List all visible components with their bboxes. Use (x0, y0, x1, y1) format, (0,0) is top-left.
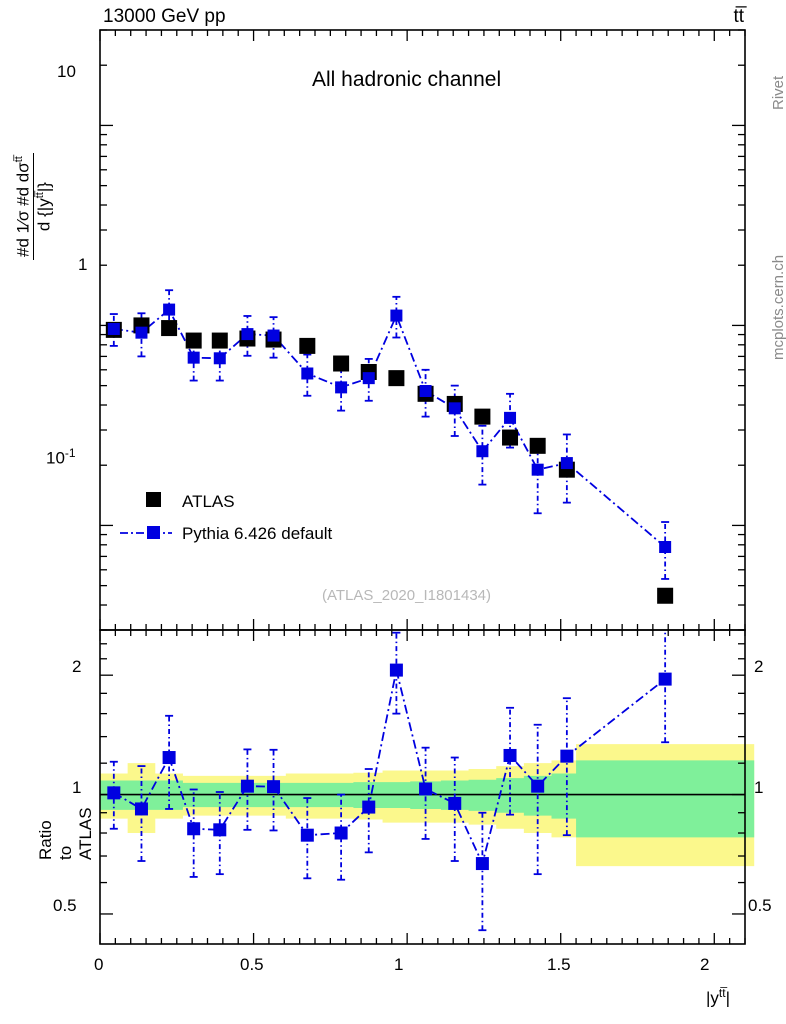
mc-marker-ratio (107, 786, 121, 800)
xtick-0p5: 0.5 (240, 955, 264, 974)
mc-marker-ratio (448, 796, 462, 810)
header-process-label: tt̅ (733, 6, 744, 27)
mc-marker-main (107, 322, 120, 335)
atlas-marker-main (333, 355, 350, 372)
mc-marker-main (531, 463, 544, 476)
atlas-marker-main (299, 337, 316, 354)
mc-marker-main (187, 351, 200, 364)
mc-marker-main (419, 385, 432, 398)
ratio-ytick-2-left: 2 (72, 657, 82, 676)
mc-marker-main (335, 381, 348, 394)
mc-marker-main (301, 367, 314, 380)
mc-marker-main (560, 457, 573, 470)
ratio-ytick-0p5-left: 0.5 (53, 896, 77, 915)
xtick-2: 2 (700, 955, 710, 974)
atlas-marker-main (502, 429, 519, 446)
mc-marker-main (390, 309, 403, 322)
mc-marker-ratio (300, 828, 314, 842)
xtick-1: 1 (394, 955, 404, 974)
main-ytick-1: 1 (78, 255, 88, 274)
xaxis-label: |ytt̅| (706, 986, 731, 1008)
main-ytick-0p1: 10-1 (46, 446, 76, 468)
mc-marker-main (135, 326, 148, 339)
atlas-marker-main (185, 332, 202, 349)
main-panel-frame (99, 29, 746, 631)
mc-marker-main (504, 411, 517, 424)
mc-marker-ratio (134, 802, 148, 816)
legend-marker-pythia (147, 526, 160, 539)
analysis-watermark: (ATLAS_2020_I1801434) (322, 587, 492, 604)
mc-marker-ratio (162, 751, 176, 765)
atlas-marker-main (211, 332, 228, 349)
mc-marker-main (362, 372, 375, 385)
mc-marker-ratio (389, 663, 403, 677)
legend-label-pythia: Pythia 6.426 default (182, 524, 333, 543)
mc-marker-main (448, 402, 461, 415)
mc-marker-ratio (187, 822, 201, 836)
atlas-marker-main (161, 320, 178, 337)
mc-marker-main (267, 329, 280, 342)
mc-marker-ratio (503, 748, 517, 762)
mc-marker-ratio (560, 749, 574, 763)
mc-marker-ratio (267, 780, 281, 794)
mc-marker-main (163, 303, 176, 316)
legend-label-atlas: ATLAS (182, 492, 235, 511)
ratio-ytick-1-right: 1 (754, 778, 764, 797)
xtick-0: 0 (94, 955, 104, 974)
ratio-band-inner (100, 760, 755, 838)
mc-line-ratio (113, 669, 666, 867)
mc-marker-main (476, 445, 489, 458)
mc-marker-ratio (213, 823, 227, 837)
mc-marker-ratio (658, 672, 672, 686)
ratio-ytick-1-left: 1 (72, 778, 82, 797)
atlas-marker-main (388, 370, 405, 387)
mc-marker-ratio (419, 782, 433, 796)
main-panel-title: All hadronic channel (312, 68, 502, 91)
mc-marker-ratio (334, 826, 348, 840)
main-ytick-10: 10 (57, 62, 76, 81)
atlas-marker-main (474, 408, 491, 425)
mc-line-main (113, 308, 666, 548)
mc-marker-ratio (362, 800, 376, 814)
ratio-ytick-2-right: 2 (754, 657, 764, 676)
xtick-1p5: 1.5 (547, 955, 571, 974)
mc-marker-ratio (475, 857, 489, 871)
mc-marker-main (213, 352, 226, 365)
atlas-marker-main (529, 437, 546, 454)
mc-marker-main (659, 541, 672, 554)
atlas-marker-main (657, 587, 674, 604)
mc-marker-main (241, 328, 254, 341)
ratio-ytick-0p5-right: 0.5 (748, 896, 772, 915)
header-beam-label: 13000 GeV pp (103, 6, 226, 27)
legend-marker-atlas (146, 492, 161, 507)
mc-marker-ratio (531, 779, 545, 793)
mc-marker-ratio (240, 779, 254, 793)
